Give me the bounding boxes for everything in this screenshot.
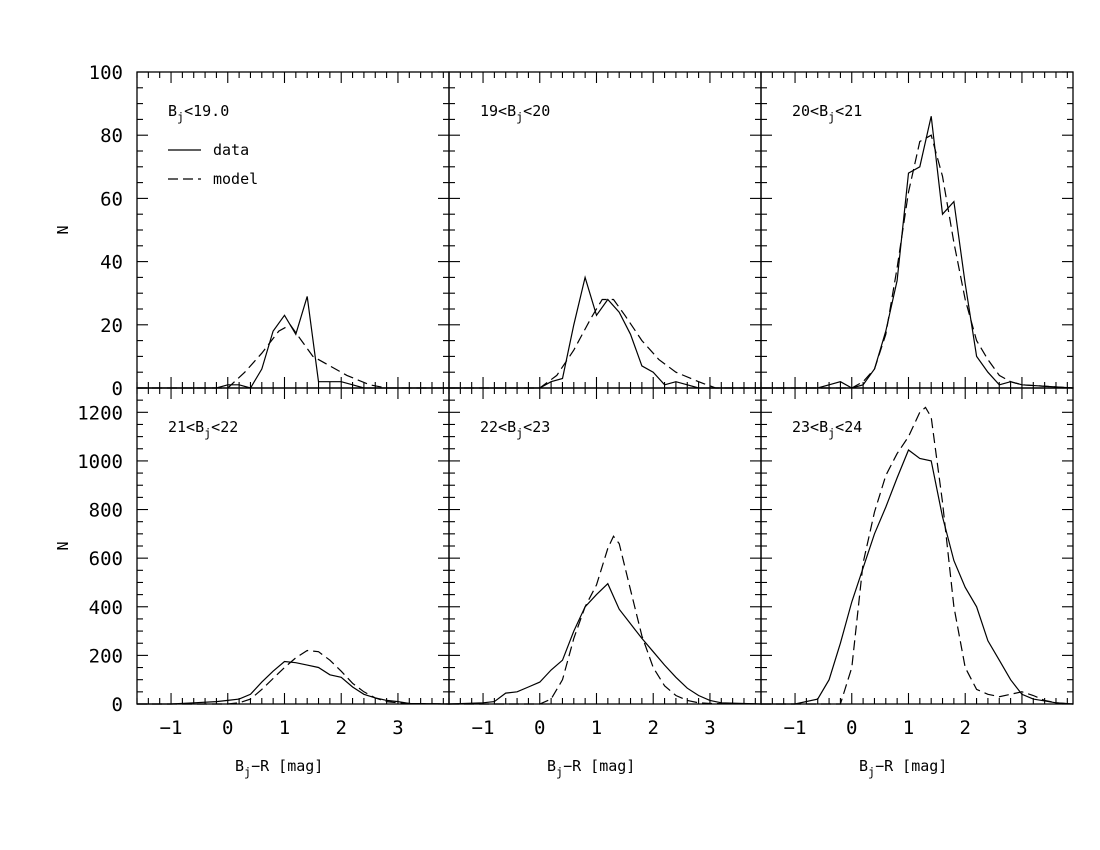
series-model-line: [449, 298, 761, 389]
series-data-line: [449, 275, 761, 389]
series-data-line: [137, 660, 450, 705]
panel-label: 19<Bj<20: [480, 102, 550, 124]
panel-label: 23<Bj<24: [792, 418, 862, 440]
y-tick-label: 1000: [77, 451, 123, 473]
x-tick-label: 2: [335, 717, 346, 739]
series-model-line: [761, 406, 1074, 705]
panel-2: 20<Bj<21: [760, 71, 1074, 389]
y-tick-label: 1200: [77, 402, 123, 424]
y-axis-title: N: [54, 225, 72, 234]
x-tick-label: −1: [472, 717, 495, 739]
y-tick-label: 400: [89, 597, 123, 619]
x-tick-label: 2: [959, 717, 970, 739]
y-tick-label: 20: [100, 315, 123, 337]
y-axis-title: N: [54, 541, 72, 550]
series-data-line: [448, 582, 762, 705]
panel-label: 22<Bj<23: [480, 418, 550, 440]
series-model-line: [137, 649, 450, 705]
y-tick-label: 80: [100, 125, 123, 147]
x-tick-label: −1: [784, 717, 807, 739]
x-tick-label: 1: [903, 717, 914, 739]
series-data-line: [137, 296, 449, 389]
y-tick-label: 40: [100, 252, 123, 274]
x-tick-label: −1: [160, 717, 183, 739]
legend-model-label: model: [213, 170, 258, 188]
x-tick-label: 0: [222, 717, 233, 739]
series-data-line: [761, 116, 1074, 389]
x-tick-label: 1: [279, 717, 290, 739]
legend-data-label: data: [213, 141, 249, 159]
y-tick-label: 60: [100, 188, 123, 210]
panel-label: 21<Bj<22: [168, 418, 238, 440]
panels-group: Bj<19.0 data model 19<Bj<20 20<Bj<21 21<Bj<22…: [136, 71, 1074, 705]
y-tick-label: 600: [89, 548, 123, 570]
y-tick-label: 800: [89, 500, 123, 522]
panel-label: Bj<19.0: [168, 102, 229, 124]
legend: data model: [168, 141, 258, 188]
panel-0: Bj<19.0 data model: [136, 71, 450, 389]
panel-1: 19<Bj<20: [448, 71, 762, 389]
x-tick-label: 3: [392, 717, 403, 739]
series-data-line: [761, 449, 1074, 705]
panel-label: 20<Bj<21: [792, 102, 862, 124]
y-tick-label: 0: [112, 378, 123, 400]
x-tick-label: 0: [534, 717, 545, 739]
x-axis-title: Bj−R [mag]: [235, 757, 323, 779]
panel-4: 22<Bj<23: [448, 387, 762, 705]
x-axis-title: Bj−R [mag]: [859, 757, 947, 779]
panel-5: 23<Bj<24: [760, 387, 1074, 705]
series-model-line: [137, 324, 449, 389]
series-model-line: [761, 134, 1074, 389]
x-tick-label: 3: [1016, 717, 1027, 739]
x-tick-label: 2: [647, 717, 658, 739]
y-tick-label: 200: [89, 645, 123, 667]
x-axis-title: Bj−R [mag]: [547, 757, 635, 779]
y-tick-label: 100: [89, 62, 123, 84]
series-model-line: [449, 535, 762, 705]
panel-3: 21<Bj<22: [136, 387, 450, 705]
x-tick-label: 1: [591, 717, 602, 739]
y-tick-label: 0: [112, 694, 123, 716]
x-tick-label: 3: [704, 717, 715, 739]
x-tick-label: 0: [846, 717, 857, 739]
